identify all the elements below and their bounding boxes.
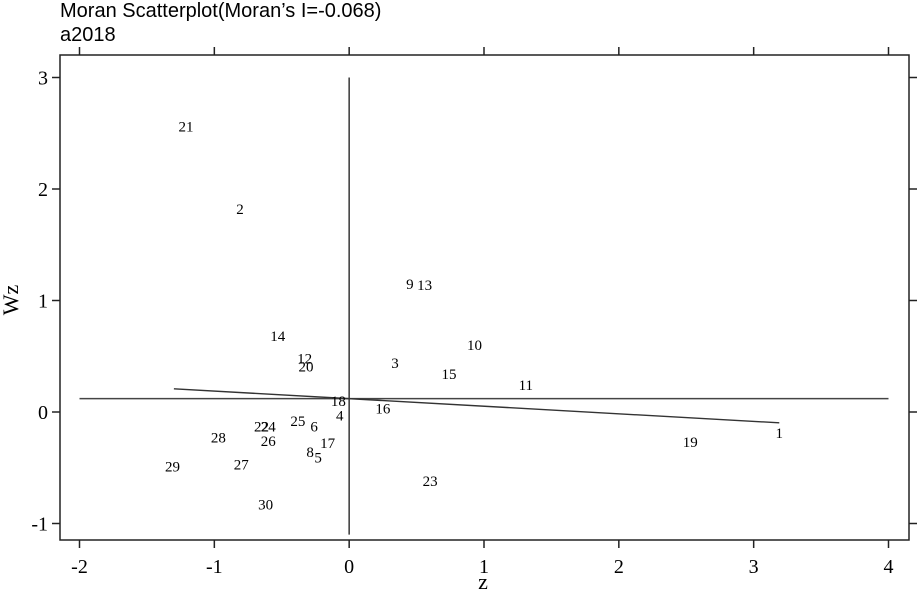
point-label-12: 12 [297, 351, 312, 367]
point-label-1: 1 [776, 426, 784, 442]
point-label-16: 16 [375, 402, 391, 418]
y-tick-label: -1 [31, 514, 48, 536]
point-label-8: 8 [306, 445, 314, 461]
y-tick-label: 1 [38, 291, 48, 313]
point-label-17: 17 [320, 436, 336, 452]
point-label-21: 21 [179, 120, 194, 136]
point-label-11: 11 [519, 378, 533, 394]
point-label-5: 5 [314, 451, 322, 467]
point-label-4: 4 [336, 408, 344, 424]
x-tick-label: 1 [479, 556, 489, 578]
point-label-9: 9 [406, 277, 414, 293]
axis-ticks [52, 47, 917, 548]
point-label-6: 6 [310, 419, 318, 435]
point-label-28: 28 [211, 431, 226, 447]
y-axis-title: Wz [0, 285, 23, 316]
chart-subtitle: a2018 [60, 24, 116, 46]
regression-line [173, 388, 780, 424]
point-label-19: 19 [683, 435, 698, 451]
y-tick-label: 3 [38, 68, 48, 90]
point-label-14: 14 [270, 329, 286, 345]
x-tick-label: -2 [71, 556, 88, 578]
y-tick-label: 2 [38, 179, 48, 201]
y-tick-label: 0 [38, 402, 48, 424]
x-tick-label: 4 [884, 556, 894, 578]
point-label-23: 23 [423, 474, 438, 490]
x-tick-labels: -2 -1 0 1 2 3 4 [71, 556, 893, 578]
x-tick-label: 0 [344, 556, 354, 578]
y-tick-labels: -1 0 1 2 3 [31, 68, 48, 536]
point-label-2: 2 [236, 202, 244, 218]
point-label-24: 24 [261, 419, 277, 435]
point-label-15: 15 [441, 367, 456, 383]
point-label-25: 25 [290, 414, 305, 430]
point-label-13: 13 [417, 278, 432, 294]
point-label-18: 18 [331, 394, 346, 410]
chart-title: Moran Scatterplot(Moran’s I=-0.068) [60, 0, 382, 22]
x-tick-label: -1 [206, 556, 223, 578]
point-label-30: 30 [258, 498, 273, 514]
point-label-29: 29 [165, 460, 180, 476]
x-axis-title: z [478, 569, 488, 592]
point-label-27: 27 [234, 457, 250, 473]
point-label-10: 10 [467, 338, 482, 354]
point-label-26: 26 [261, 434, 277, 450]
x-tick-label: 2 [614, 556, 624, 578]
x-tick-label: 3 [749, 556, 759, 578]
point-label-20: 20 [299, 359, 314, 375]
point-label-3: 3 [391, 356, 399, 372]
point-label-22: 22 [254, 419, 269, 435]
